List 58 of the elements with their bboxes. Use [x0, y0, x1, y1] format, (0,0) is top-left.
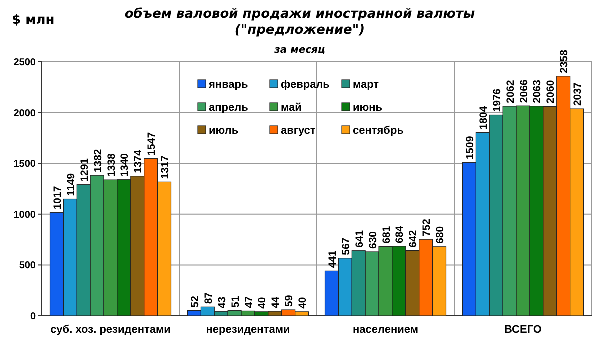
data-label: 684 — [394, 226, 406, 244]
data-label: 1291 — [78, 158, 91, 182]
data-label: 2358 — [558, 50, 571, 74]
chart-subtitle: за месяц — [274, 45, 326, 56]
y-tick-label: 2000 — [14, 108, 36, 120]
data-label: 642 — [408, 230, 420, 248]
data-label: 52 — [189, 296, 202, 308]
data-label: 680 — [434, 226, 447, 244]
chart-title: объем валовой продажи иностранной валюты ("предложение") — [124, 7, 476, 38]
legend-label: сентябрь — [353, 125, 404, 137]
data-label: 2060 — [545, 80, 558, 104]
data-label: 51 — [230, 296, 242, 308]
data-label: 2037 — [572, 82, 584, 106]
x-tick-label: суб. хоз. резидентами — [50, 324, 171, 336]
y-axis-title: $ млн — [12, 13, 55, 28]
y-tick-label: 500 — [19, 260, 36, 272]
x-tick-label: населением — [353, 324, 418, 336]
data-label: 1340 — [119, 153, 132, 177]
legend-label: июнь — [353, 102, 383, 114]
data-label: 1149 — [65, 173, 78, 196]
data-label: 752 — [421, 218, 434, 237]
legend-label: май — [281, 102, 302, 114]
data-label: 40 — [256, 297, 269, 309]
data-label: 43 — [216, 296, 228, 309]
legend-label: июль — [209, 125, 239, 137]
y-tick-label: 0 — [30, 312, 36, 322]
data-label: 87 — [202, 292, 215, 304]
data-label: 2063 — [532, 80, 544, 104]
data-label: 47 — [243, 296, 256, 308]
x-tick-label: нерезидентами — [206, 324, 290, 336]
data-label: 44 — [270, 296, 282, 309]
data-label: 1374 — [132, 150, 145, 174]
data-label: 630 — [367, 231, 380, 249]
data-label: 567 — [340, 238, 352, 256]
data-label: 1382 — [92, 149, 104, 173]
data-label: 1804 — [478, 106, 490, 130]
data-label: 1317 — [160, 156, 172, 180]
legend-label: март — [353, 79, 380, 91]
data-label: 59 — [284, 295, 296, 308]
data-label: 1017 — [52, 186, 64, 210]
data-label: 1547 — [146, 132, 158, 156]
data-label: 641 — [354, 230, 366, 248]
data-label: 40 — [297, 297, 310, 309]
legend-label: апрель — [209, 102, 249, 114]
data-label: 441 — [326, 250, 339, 268]
data-label: 681 — [380, 226, 393, 244]
data-label: 1509 — [464, 136, 476, 160]
legend-label: февраль — [281, 79, 330, 91]
data-label: 2066 — [518, 80, 530, 104]
y-tick-label: 2500 — [14, 58, 36, 68]
legend-label: январь — [209, 79, 249, 91]
y-tick-label: 1500 — [14, 159, 36, 170]
data-label: 2062 — [504, 80, 517, 104]
legend-label: август — [281, 125, 316, 137]
data-label: 1338 — [106, 154, 118, 178]
x-tick-label: ВСЕГО — [504, 324, 542, 336]
y-tick-label: 1000 — [14, 210, 36, 221]
data-label: 1976 — [491, 88, 504, 112]
